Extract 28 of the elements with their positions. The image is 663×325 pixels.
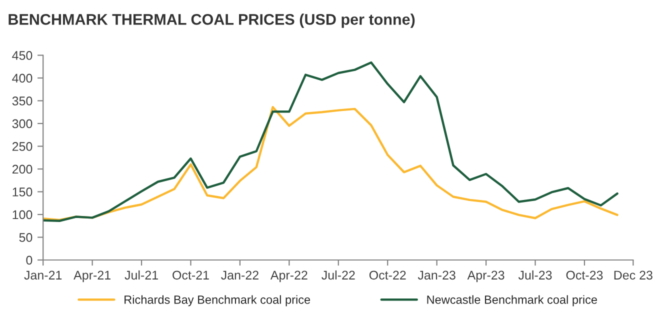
x-tick-label: Dec 23 — [614, 270, 652, 280]
chart-title: BENCHMARK THERMAL COAL PRICES (USD per tonne) — [8, 14, 415, 28]
x-tick-label: Jan-21 — [24, 270, 62, 280]
x-tick-label: Apr-22 — [270, 270, 308, 282]
y-tick-label: 400 — [12, 74, 32, 83]
line-series — [43, 61, 618, 222]
y-tick-label: 250 — [12, 142, 32, 151]
y-tick-label: 0 — [26, 256, 32, 265]
x-tick-label: Jul-22 — [322, 270, 355, 280]
x-tick-label: Oct-22 — [369, 270, 406, 280]
x-tick-label: Jul-23 — [518, 270, 552, 280]
y-tick-label: 300 — [12, 119, 32, 128]
y-tick-label: 100 — [12, 210, 32, 220]
y-tick-label: 150 — [12, 188, 32, 196]
legend-label: Newcastle Benchmark coal price — [427, 295, 598, 306]
legend-label: Richards Bay Benchmark coal price — [124, 295, 310, 306]
y-tick-label: 50 — [19, 233, 32, 242]
line-series — [43, 106, 618, 222]
y-tick-label: 350 — [12, 96, 32, 106]
x-tick-label: Jan-23 — [418, 270, 456, 280]
x-tick-label: Apr-21 — [74, 270, 110, 282]
x-tick-label: Jul-21 — [124, 270, 158, 280]
y-tick-label: 450 — [12, 51, 32, 60]
x-tick-label: Jan-22 — [221, 270, 258, 280]
x-tick-label: Oct-21 — [172, 270, 209, 280]
x-tick-label: Oct-23 — [566, 270, 603, 280]
x-tick-label: Apr-23 — [467, 270, 504, 282]
y-tick-label: 200 — [12, 164, 32, 174]
